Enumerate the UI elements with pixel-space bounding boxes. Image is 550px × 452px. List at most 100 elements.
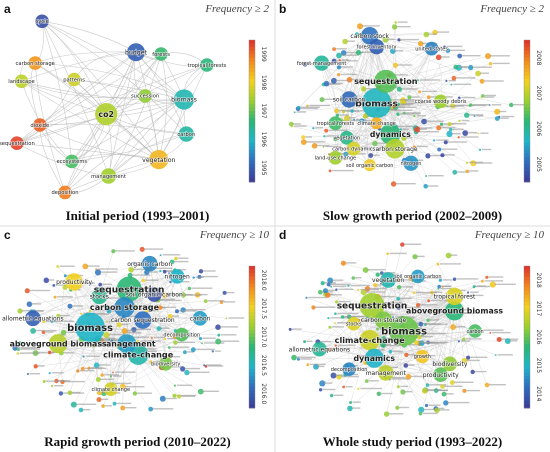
minor-keyword-label — [19, 352, 40, 354]
keyword-label: climate change — [92, 387, 131, 393]
colorbar-segment — [524, 315, 530, 320]
minor-keyword-label — [152, 408, 174, 410]
minor-keyword-node — [91, 344, 95, 348]
panel-letter: c — [4, 228, 11, 242]
minor-keyword-node — [319, 97, 325, 103]
keyword-node — [10, 136, 24, 150]
link — [39, 124, 159, 160]
minor-keyword-node — [319, 380, 326, 387]
minor-keyword-node — [167, 313, 173, 319]
minor-keyword-label — [100, 337, 116, 340]
minor-keyword-label — [417, 127, 433, 129]
colorbar-segment — [524, 308, 530, 313]
colorbar-segment — [249, 365, 255, 370]
keyword-label: carbon — [190, 315, 211, 322]
minor-keyword-label — [482, 148, 492, 151]
colorbar-segment — [524, 61, 530, 66]
minor-link — [293, 339, 370, 358]
minor-keyword-label — [35, 329, 57, 332]
minor-keyword-label — [330, 283, 351, 285]
minor-keyword-node — [98, 390, 100, 392]
colorbar-tick-label: 2015 — [535, 358, 542, 373]
minor-keyword-label — [439, 105, 456, 108]
minor-keyword-node — [388, 349, 393, 354]
minor-keyword-label — [300, 106, 320, 108]
minor-keyword-label — [191, 287, 213, 289]
minor-keyword-label — [335, 79, 349, 82]
minor-keyword-label — [20, 348, 40, 350]
colorbar-tick-label: 2006 — [535, 121, 542, 136]
minor-keyword-node — [432, 139, 436, 142]
keyword-label: carbon sequestration — [111, 317, 175, 324]
keyword-label: sequestration — [354, 76, 418, 86]
keyword-node — [141, 255, 158, 272]
colorbar-segment — [524, 333, 530, 338]
minor-keyword-label — [102, 283, 113, 285]
minor-keyword-node — [303, 340, 307, 344]
minor-keyword-node — [382, 36, 389, 43]
keyword-node — [173, 89, 195, 110]
minor-keyword-label — [142, 348, 157, 350]
minor-keyword-node — [440, 384, 445, 389]
minor-keyword-label — [446, 393, 454, 395]
minor-keyword-node — [16, 348, 20, 351]
colorbar-segment — [524, 351, 530, 356]
minor-keyword-node — [313, 363, 319, 370]
minor-keyword-node — [416, 303, 421, 308]
minor-keyword-label — [153, 336, 166, 339]
colorbar-segment — [524, 287, 530, 292]
colorbar-segment — [524, 280, 530, 285]
minor-keyword-node — [396, 112, 400, 116]
minor-link — [35, 354, 139, 367]
minor-keyword-node — [412, 291, 416, 295]
minor-keyword-label — [337, 322, 350, 324]
colorbar-segment — [249, 174, 255, 179]
minor-keyword-label — [145, 350, 157, 352]
minor-keyword-node — [134, 304, 139, 309]
link — [106, 64, 208, 115]
minor-keyword-node — [344, 115, 350, 122]
minor-keyword-label — [469, 170, 479, 172]
colorbar-segment — [524, 312, 530, 317]
panel-d: biomass sequestration climate-change dynami… — [279, 228, 544, 449]
minor-keyword-node — [109, 375, 113, 378]
minor-keyword-node — [335, 113, 340, 118]
minor-keyword-node — [80, 312, 83, 315]
keyword-label: organic carbon — [127, 261, 172, 268]
minor-keyword-label — [220, 340, 240, 342]
minor-keyword-label — [17, 347, 38, 349]
minor-keyword-label — [462, 312, 483, 314]
keyword-label: aboveground biomass — [10, 340, 107, 349]
minor-keyword-label — [418, 131, 439, 133]
minor-link — [390, 97, 482, 135]
minor-keyword-node — [43, 277, 50, 284]
minor-keyword-node — [461, 357, 468, 364]
minor-link — [57, 343, 100, 392]
colorbar-segment — [524, 301, 530, 306]
keyword-node — [389, 316, 419, 346]
colorbar-segment — [524, 361, 530, 366]
colorbar-segment — [524, 294, 530, 299]
minor-keyword-node — [105, 306, 111, 312]
minor-keyword-label — [440, 56, 450, 58]
minor-keyword-label — [63, 352, 74, 354]
minor-keyword-node — [457, 53, 463, 59]
colorbar-segment — [249, 308, 255, 313]
colorbar-segment — [524, 290, 530, 295]
keyword-label: nitrogen — [401, 161, 422, 167]
colorbar-segment — [524, 376, 530, 380]
minor-link — [328, 317, 375, 359]
minor-keyword-node — [149, 360, 153, 364]
minor-keyword-node — [399, 128, 403, 131]
keyword-node — [127, 43, 145, 62]
minor-keyword-node — [141, 278, 146, 283]
colorbar-segment — [249, 160, 255, 165]
minor-keyword-label — [379, 295, 396, 298]
minor-keyword-node — [334, 344, 337, 347]
minor-keyword-label — [424, 332, 447, 335]
colorbar-b: 2008 2007 2006 2005 — [523, 39, 542, 183]
minor-keyword-label — [456, 278, 479, 280]
colorbar-segment — [249, 118, 255, 123]
minor-keyword-node — [489, 281, 496, 288]
minor-keyword-label — [84, 367, 107, 370]
